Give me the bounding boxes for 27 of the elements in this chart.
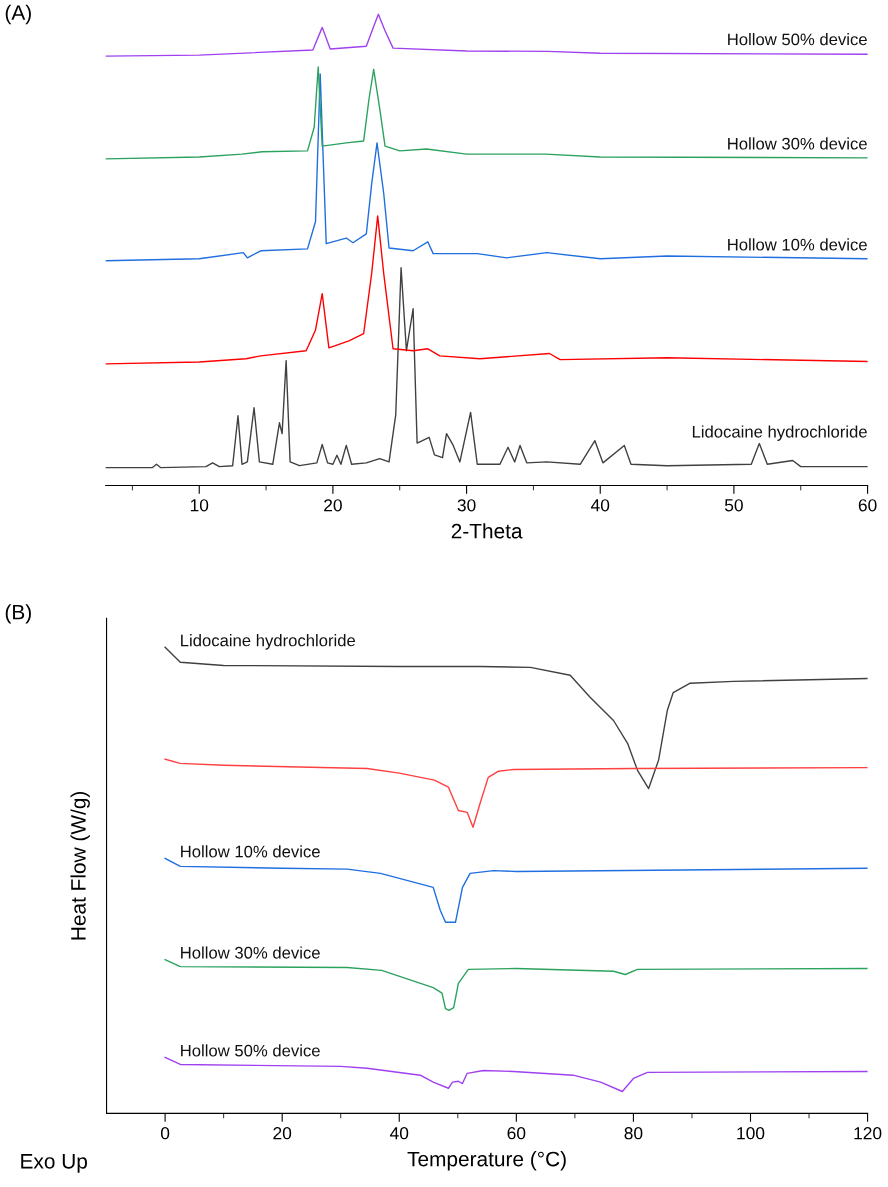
x-tick-label: 0 bbox=[160, 1127, 170, 1140]
chart-title: (B) bbox=[5, 604, 31, 624]
x-axis-title: Temperature (°C) bbox=[407, 1151, 566, 1171]
x-tick-label: 40 bbox=[390, 1127, 409, 1140]
x-tick-label: 10 bbox=[190, 499, 209, 512]
series-label: Hollow 10% device bbox=[728, 238, 867, 251]
x-tick-label: 80 bbox=[624, 1127, 643, 1140]
series-label: Hollow 10% device bbox=[181, 845, 320, 858]
x-tick-label: 20 bbox=[273, 1127, 292, 1140]
series-label: Lidocaine hydrochloride bbox=[692, 425, 867, 441]
series-label: Hollow 50% device bbox=[181, 1044, 320, 1057]
series-label: Lidocaine hydrochloride bbox=[181, 634, 356, 650]
x-tick-label: 50 bbox=[724, 499, 743, 512]
x-tick-label: 60 bbox=[858, 499, 877, 512]
series-label: Hollow 30% device bbox=[728, 137, 867, 150]
x-tick-label: 20 bbox=[324, 499, 342, 512]
x-tick-label: 40 bbox=[590, 499, 610, 512]
text: Exo Up bbox=[21, 1154, 87, 1173]
x-axis-title: 2-Theta bbox=[451, 523, 523, 539]
chart-title: (A) bbox=[5, 4, 31, 25]
series-label: Hollow 30% device bbox=[181, 946, 320, 959]
series-label: Hollow 50% device bbox=[728, 33, 867, 46]
x-tick-label: 120 bbox=[854, 1127, 882, 1140]
x-tick-label: 60 bbox=[507, 1127, 526, 1140]
x-tick-label: 30 bbox=[457, 499, 476, 512]
y-axis-title: Heat Flow (W/g) bbox=[70, 791, 90, 940]
x-tick-label: 100 bbox=[737, 1127, 765, 1140]
